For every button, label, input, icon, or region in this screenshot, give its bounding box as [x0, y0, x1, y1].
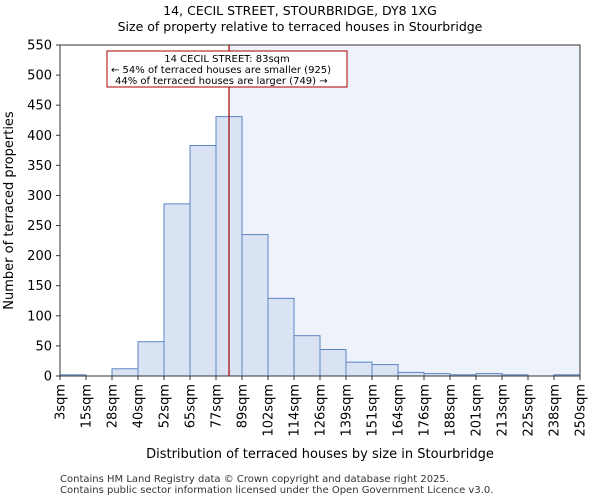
y-tick-label: 550	[27, 39, 52, 54]
footer-copyright: Contains HM Land Registry data © Crown c…	[60, 474, 449, 485]
y-tick-label: 150	[27, 279, 52, 294]
x-tick-label: 151sqm	[366, 384, 381, 437]
y-tick-label: 0	[44, 370, 52, 385]
x-tick-label: 28sqm	[106, 384, 121, 428]
x-tick-label: 188sqm	[444, 384, 459, 437]
histogram-bar	[345, 361, 373, 377]
histogram-bar	[397, 371, 425, 377]
x-tick-label: 176sqm	[418, 384, 433, 437]
histogram-bar	[189, 145, 217, 377]
histogram-bar	[163, 203, 191, 377]
histogram-bar	[371, 364, 399, 377]
y-tick-label: 100	[27, 309, 52, 324]
x-tick-label: 238sqm	[548, 384, 563, 437]
x-tick-label: 225sqm	[522, 384, 537, 437]
x-tick-label: 201sqm	[470, 384, 485, 437]
x-tick-label: 102sqm	[262, 384, 277, 437]
chart-canvas: 0 50 100 150 200 250 300 350 400 450 500 550 3sqm 15s…	[2, 39, 589, 463]
x-tick-label: 213sqm	[496, 384, 511, 437]
x-tick-label: 15sqm	[80, 384, 95, 428]
x-tick-label: 65sqm	[184, 384, 199, 428]
chart-subtitle: Size of property relative to terraced ho…	[117, 19, 483, 34]
annotation-line-2: ← 54% of terraced houses are smaller (92…	[111, 65, 331, 76]
histogram-bar	[319, 349, 347, 377]
x-tick-label: 164sqm	[392, 384, 407, 437]
y-tick-label: 50	[35, 339, 52, 354]
footer-licence: Contains public sector information licen…	[60, 485, 494, 496]
x-tick-label: 52sqm	[158, 384, 173, 428]
y-tick-label: 200	[27, 249, 52, 264]
histogram-bar	[293, 335, 321, 377]
y-tick-label: 300	[27, 189, 52, 204]
x-tick-label: 40sqm	[132, 384, 147, 428]
y-tick-label: 500	[27, 69, 52, 84]
x-axis-title: Distribution of terraced houses by size …	[146, 447, 494, 462]
histogram-bar	[267, 297, 295, 377]
histogram-bar	[241, 234, 269, 377]
y-tick-label: 250	[27, 219, 52, 234]
histogram-bar	[111, 368, 139, 377]
y-tick-label: 400	[27, 129, 52, 144]
chart-title: 14, CECIL STREET, STOURBRIDGE, DY8 1XG	[163, 3, 437, 18]
x-tick-label: 126sqm	[314, 384, 329, 437]
y-axis-title: Number of terraced properties	[2, 111, 17, 310]
x-tick-label: 114sqm	[288, 384, 303, 437]
annotation-line-3: 44% of terraced houses are larger (749) …	[115, 76, 328, 87]
x-tick-label: 250sqm	[574, 384, 589, 437]
x-tick-label: 89sqm	[236, 384, 251, 428]
x-tick-label: 139sqm	[340, 384, 355, 437]
x-tick-label: 3sqm	[54, 384, 69, 420]
annotation-box	[106, 50, 348, 88]
x-tick-label: 77sqm	[210, 384, 225, 428]
histogram-bar	[137, 341, 165, 377]
annotation-line-1: 14 CECIL STREET: 83sqm	[164, 54, 290, 65]
y-tick-label: 450	[27, 99, 52, 114]
y-tick-label: 350	[27, 159, 52, 174]
